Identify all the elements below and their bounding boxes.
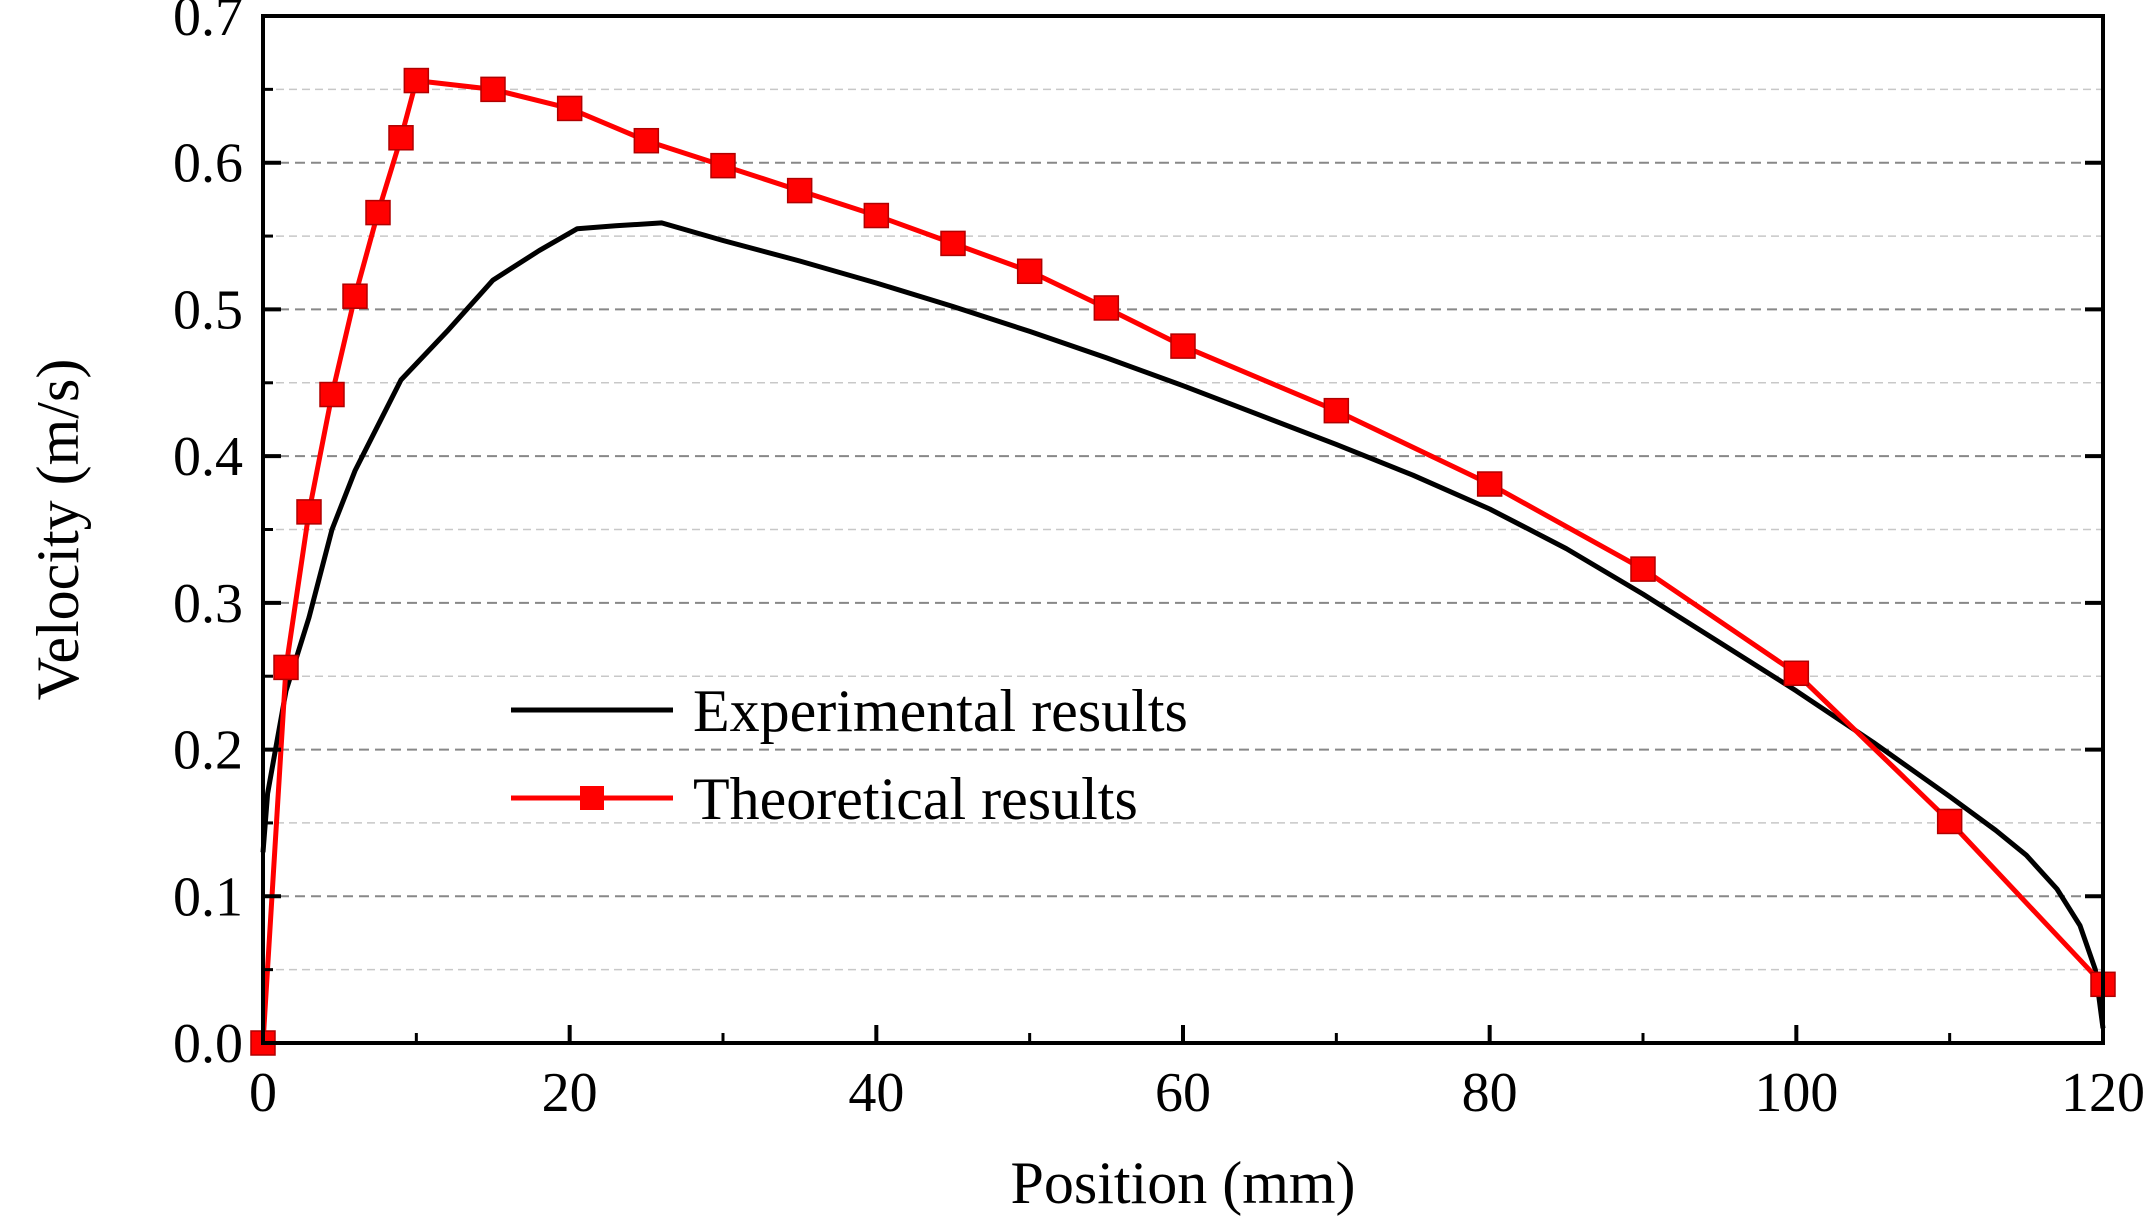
data-point-theoretical [863,202,890,229]
data-point-theoretical [342,283,368,309]
legend-label-theoretical: Theoretical results [693,766,1138,832]
x-axis-title: Position (mm) [1010,1150,1355,1216]
legend-marker-theoretical [580,786,604,810]
data-point-theoretical [365,199,391,226]
data-point-theoretical [1170,333,1196,359]
x-tick-label: 100 [1754,1062,1838,1124]
data-point-theoretical [1323,397,1350,424]
data-point-theoretical [556,95,583,122]
data-point-theoretical [296,499,322,525]
data-point-theoretical [388,125,414,151]
series-line-experimental [260,220,2106,1029]
series-layer [250,67,2116,1056]
y-tick-label: 0.5 [173,279,243,341]
data-point-theoretical [1093,295,1120,321]
x-tick-label: 80 [1462,1062,1518,1124]
y-tick-label: 0.6 [173,133,243,195]
x-tick-label: 20 [542,1062,598,1124]
gridlines [263,88,2103,971]
y-tick-label: 0.7 [173,0,243,48]
legend-label-experimental: Experimental results [693,678,1188,744]
y-tick-label: 0.3 [173,573,243,635]
x-tick-label: 60 [1155,1062,1211,1124]
data-point-theoretical [1630,556,1656,582]
x-tick-label: 120 [2061,1062,2145,1124]
data-point-theoretical [940,230,966,257]
data-point-theoretical [319,381,345,408]
y-tick-label: 0.0 [173,1013,243,1075]
data-point-theoretical [710,152,736,179]
x-tick-label: 40 [848,1062,904,1124]
y-tick-label: 0.2 [173,720,243,782]
series-line-theoretical [260,78,2105,1044]
x-tick-label: 0 [249,1062,277,1124]
data-point-theoretical [403,67,430,94]
data-point-theoretical [1016,258,1043,285]
data-point-theoretical [273,654,299,681]
data-point-theoretical [786,177,813,204]
data-point-theoretical [480,76,506,103]
data-point-theoretical [1476,471,1503,497]
y-tick-label: 0.1 [173,866,243,928]
data-point-theoretical [633,127,660,154]
data-point-theoretical [1936,808,1963,835]
data-point-theoretical [1783,660,1810,687]
y-axis-title: Velocity (m/s) [25,359,91,701]
y-tick-label: 0.4 [173,426,243,488]
axis-ticks: 0.0 0.1 0.2 0.3 0.4 0.5 0.6 0.7 0 20 40 60 80 100 120 [173,0,2145,1124]
legend: Experimental results Theoretical results [511,678,1188,832]
